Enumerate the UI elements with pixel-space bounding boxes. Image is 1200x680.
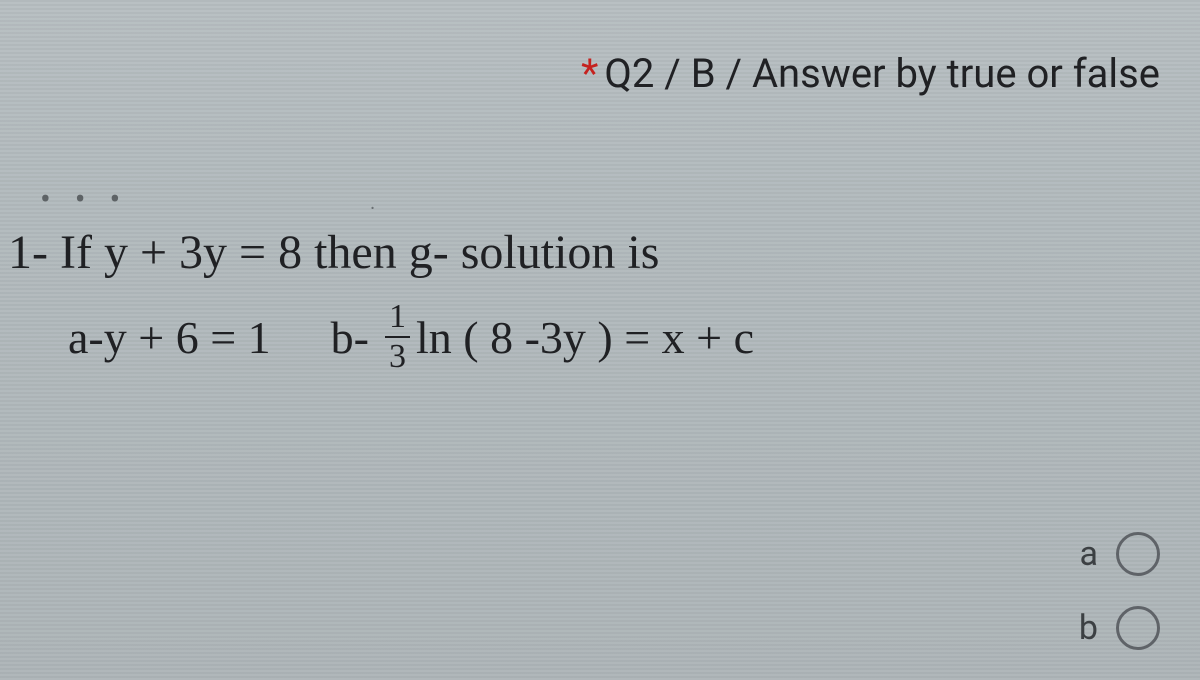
decor-dots-left: • • •	[40, 180, 128, 218]
option-a-prefix: a-	[68, 311, 104, 364]
question-body: 1- If y + 3y = 8 then g- solution is a- …	[8, 225, 1160, 374]
radio-icon[interactable]	[1116, 532, 1160, 576]
option-b-expression: b- 1 3 ln ( 8 -3y ) = x + c	[331, 300, 754, 374]
option-a-body: y + 6 = 1	[104, 311, 271, 364]
choice-a-label: a	[1074, 534, 1098, 574]
question-options-line: a- y + 6 = 1 b- 1 3 ln ( 8 -3y ) = x + c	[8, 300, 1160, 374]
option-b-prefix: b-	[331, 311, 369, 364]
option-a-expression: a- y + 6 = 1	[68, 311, 271, 364]
fraction-numerator: 1	[385, 300, 410, 338]
choice-a[interactable]: a	[1074, 532, 1160, 576]
fraction-denominator: 3	[389, 338, 406, 374]
choice-b-label: b	[1074, 608, 1098, 648]
radio-icon[interactable]	[1116, 606, 1160, 650]
answer-choices: a b	[1074, 532, 1160, 650]
title-text: Q2 / B / Answer by true or false	[604, 50, 1160, 97]
question-stem: 1- If y + 3y = 8 then g- solution is	[8, 225, 1160, 280]
question-title: *Q2 / B / Answer by true or false	[0, 50, 1160, 97]
decor-dot-mid: .	[370, 190, 375, 214]
option-b-body: ln ( 8 -3y ) = x + c	[416, 311, 754, 364]
fraction-one-third: 1 3	[385, 300, 410, 374]
required-asterisk: *	[581, 50, 598, 97]
choice-b[interactable]: b	[1074, 606, 1160, 650]
